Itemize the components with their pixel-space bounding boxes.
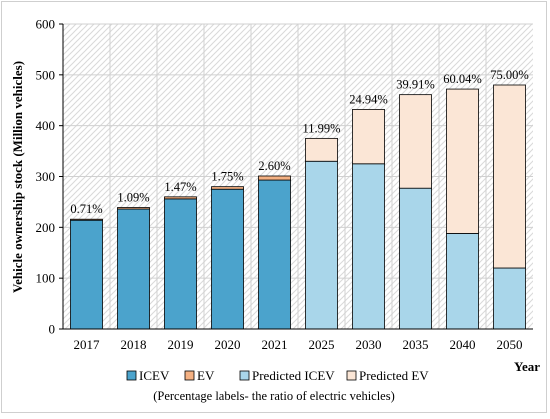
legend-swatch-predicted-ev — [346, 370, 357, 381]
bar-predicted-icev-2030 — [352, 163, 385, 330]
bar-icev-2021 — [258, 179, 291, 330]
legend-label-ev: EV — [197, 368, 215, 383]
data-label-2020: 1.75% — [211, 170, 243, 184]
stacked-bar-chart: 0 100 200 300 400 500 600 2017 2018 2019 2020 2021… — [10, 17, 540, 404]
bar-icev-2018 — [117, 208, 150, 330]
bar-ev-2020 — [211, 186, 244, 190]
bar-icev-2020 — [211, 188, 244, 330]
y-tick-label: 0 — [49, 322, 56, 337]
data-label-2040: 60.04% — [443, 72, 482, 86]
y-tick-label: 200 — [36, 220, 56, 235]
data-label-2021: 2.60% — [258, 159, 290, 173]
x-tick-label-2050: 2050 — [497, 337, 523, 352]
bar-icev-2019 — [164, 198, 197, 330]
data-label-2050: 75.00% — [490, 68, 529, 82]
legend-swatch-ev — [184, 370, 195, 381]
data-label-2030: 24.94% — [349, 92, 388, 106]
bar-ev-2019 — [164, 196, 197, 200]
bar-predicted-ev-2040 — [446, 88, 479, 234]
legend-label-predicted-ev: Predicted EV — [359, 368, 429, 383]
percentage-labels: 0.71% 1.09% 1.47% 1.75% 2.60% 11.99% 24.94% 39.… — [70, 68, 528, 216]
bar-predicted-ev-2025 — [305, 137, 338, 162]
bar-predicted-ev-2050 — [493, 84, 526, 269]
data-label-2025: 11.99% — [302, 121, 340, 135]
x-axis-ticks: 2017 2018 2019 2020 2021 2025 2030 2035 2040 2050 — [74, 337, 523, 352]
bar-ev-2017 — [70, 218, 103, 221]
bar-ev-2021 — [258, 175, 291, 181]
bar-predicted-icev-2035 — [399, 187, 432, 330]
bar-predicted-icev-2025 — [305, 160, 338, 330]
y-axis-ticks: 0 100 200 300 400 500 600 — [36, 17, 533, 337]
chart-frame: 0 100 200 300 400 500 600 2017 2018 2019 2020 2021… — [1, 1, 547, 413]
bar-predicted-ev-2035 — [399, 94, 432, 189]
data-label-2019: 1.47% — [164, 180, 196, 194]
data-label-2018: 1.09% — [117, 191, 149, 205]
x-tick-label-2035: 2035 — [403, 337, 429, 352]
bars — [70, 84, 526, 330]
bar-predicted-icev-2040 — [446, 233, 479, 330]
caption: (Percentage labels- the ratio of electri… — [153, 389, 395, 403]
x-tick-label-2018: 2018 — [121, 337, 147, 352]
y-tick-label: 500 — [36, 67, 56, 82]
y-tick-label: 400 — [36, 118, 56, 133]
x-tick-label-2017: 2017 — [74, 337, 101, 352]
x-tick-label-2020: 2020 — [215, 337, 241, 352]
x-tick-label-2019: 2019 — [168, 337, 194, 352]
data-label-2035: 39.91% — [396, 78, 435, 92]
x-tick-label-2030: 2030 — [356, 337, 382, 352]
legend-label-icev: ICEV — [139, 368, 170, 383]
bar-icev-2017 — [70, 219, 103, 330]
legend-swatch-icev — [126, 370, 137, 381]
legend-label-predicted-icev: Predicted ICEV — [252, 368, 335, 383]
legend-swatch-predicted-icev — [239, 370, 250, 381]
y-tick-label: 100 — [36, 271, 56, 286]
data-label-2017: 0.71% — [70, 202, 102, 216]
y-axis-label: Vehicle ownership stock (Million vehicle… — [10, 61, 25, 293]
x-tick-label-2025: 2025 — [309, 337, 335, 352]
x-tick-label-2040: 2040 — [450, 337, 476, 352]
bar-predicted-icev-2050 — [493, 267, 526, 330]
bar-predicted-ev-2030 — [352, 109, 385, 165]
legend: ICEV EV Predicted ICEV Predicted EV — [126, 368, 429, 383]
x-axis-label: Year — [514, 359, 540, 374]
y-tick-label: 300 — [36, 169, 56, 184]
x-tick-label-2021: 2021 — [262, 337, 288, 352]
bar-ev-2018 — [117, 207, 150, 210]
y-tick-label: 600 — [36, 17, 56, 32]
